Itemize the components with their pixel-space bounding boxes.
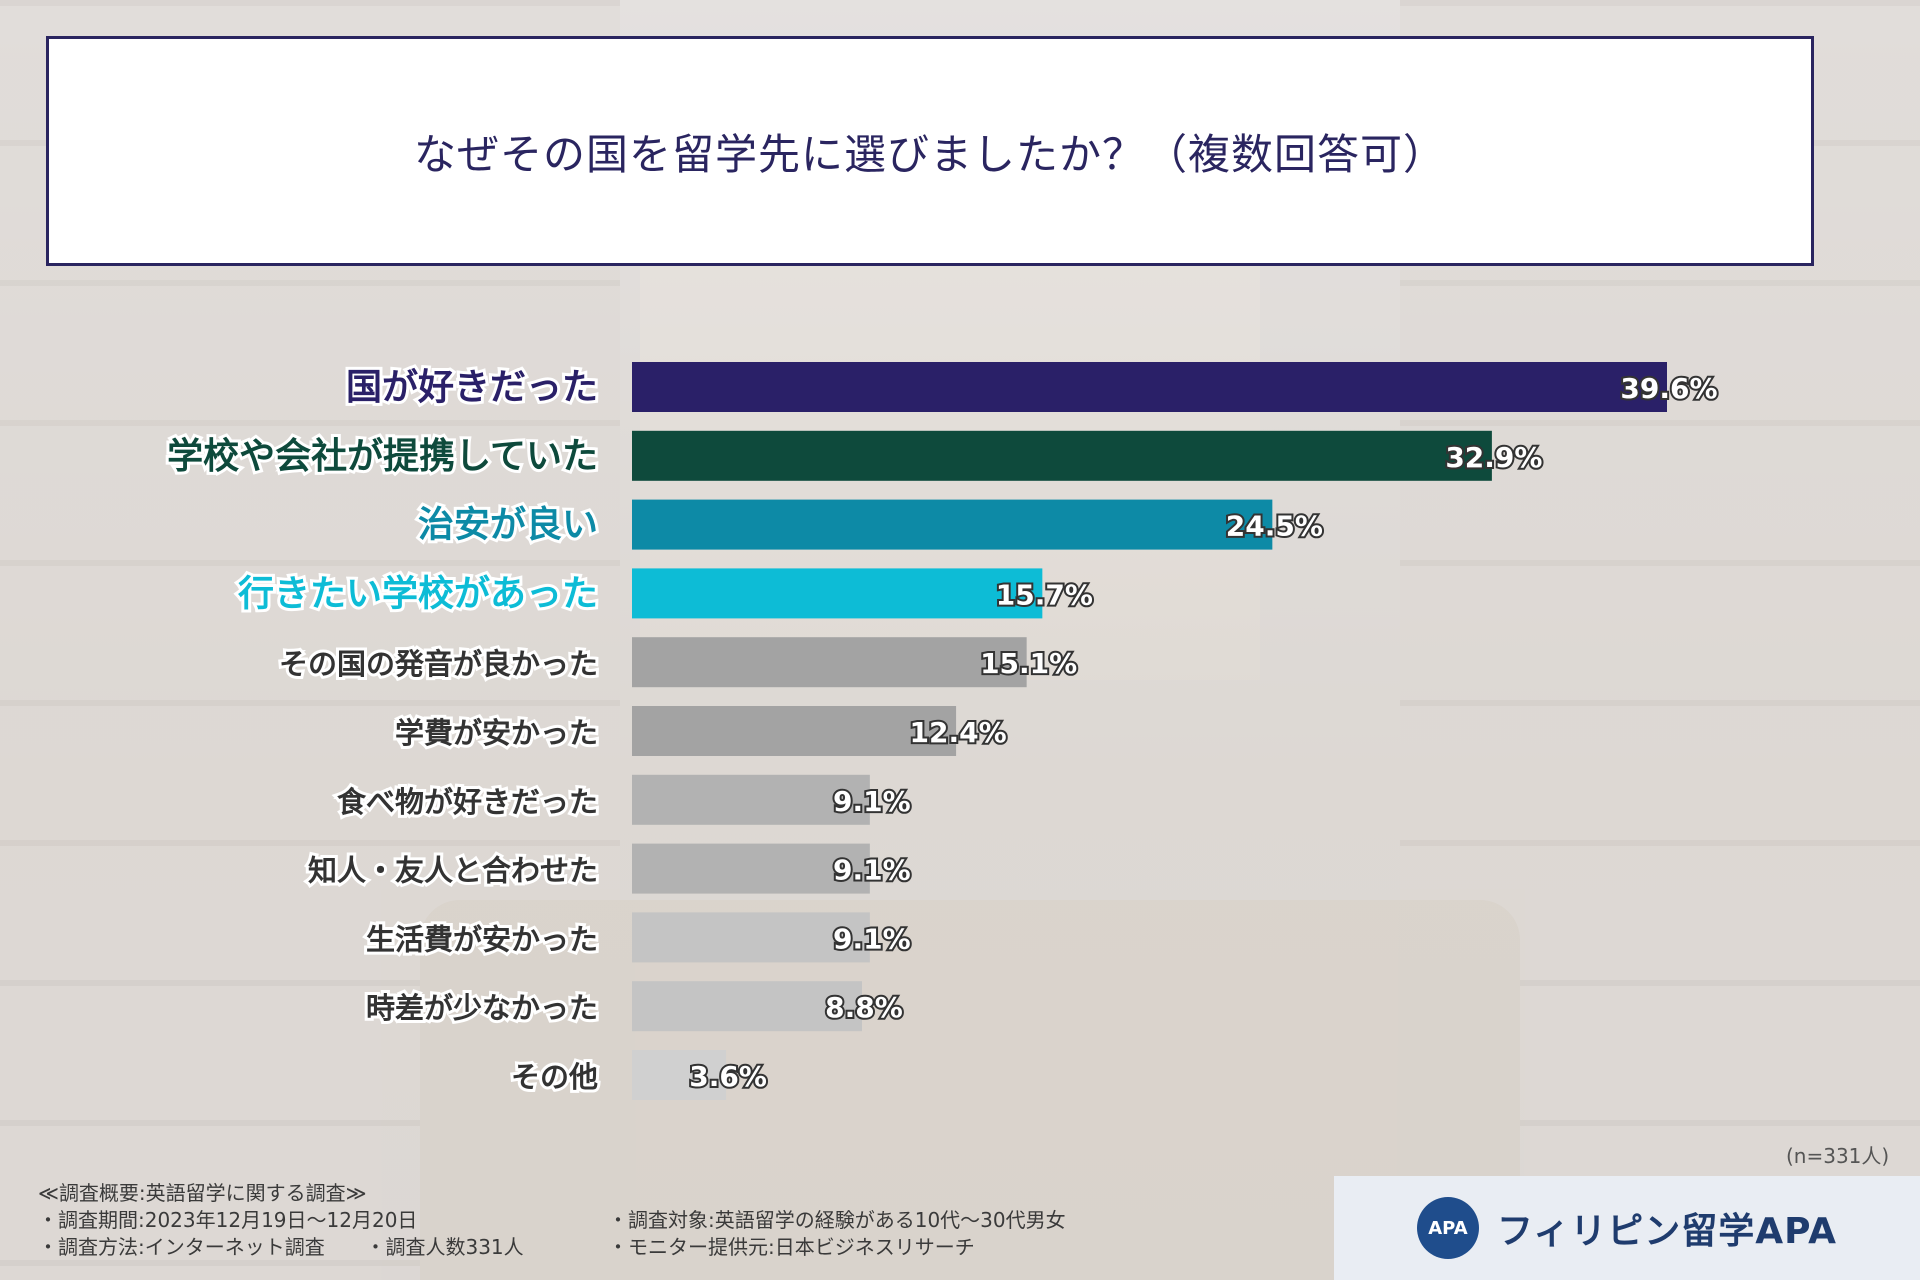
- bar-4: [632, 637, 1027, 688]
- bar-9: [632, 981, 862, 1032]
- brand-logo-icon: APA: [1416, 1197, 1479, 1259]
- value-label-6: 9.1%: [833, 785, 911, 818]
- category-label-6: 食べ物が好きだった: [337, 785, 598, 819]
- notes-count: ・調査人数331人: [365, 1235, 524, 1259]
- category-label-5: 学費が安かった: [395, 716, 598, 750]
- value-label-8: 9.1%: [833, 922, 911, 955]
- category-label-2: 治安が良い: [418, 505, 598, 546]
- bar-6: [632, 774, 870, 825]
- brand-banner: APA フィリピン留学APA: [1334, 1176, 1920, 1280]
- notes-period: ・調査期間:2023年12月19日～12月20日: [38, 1208, 418, 1232]
- notes-heading: ≪調査概要:英語留学に関する調査≫: [38, 1181, 367, 1205]
- bar-5: [632, 706, 957, 756]
- category-label-3: 行きたい学校があった: [238, 572, 598, 614]
- bar-7: [632, 843, 870, 894]
- category-label-1: 学校や会社が提携していた: [167, 435, 598, 477]
- value-label-9: 8.8%: [825, 991, 903, 1024]
- value-label-7: 9.1%: [833, 854, 911, 887]
- value-label-5: 12.4%: [910, 716, 1007, 749]
- sample-size-note: (n=331人): [1786, 1144, 1890, 1168]
- value-label-0: 39.6%: [1620, 372, 1717, 405]
- value-label-10: 3.6%: [689, 1060, 767, 1093]
- value-label-4: 15.1%: [980, 647, 1077, 680]
- bar-0: [632, 362, 1667, 412]
- notes-provider: ・モニター提供元:日本ビジネスリサーチ: [608, 1235, 975, 1259]
- category-label-10: その他: [511, 1060, 598, 1094]
- notes-target: ・調査対象:英語留学の経験がある10代～30代男女: [608, 1208, 1066, 1232]
- category-label-4: その国の発音が良かった: [279, 647, 598, 681]
- category-label-7: 知人・友人と合わせた: [308, 854, 598, 888]
- bar-1: [632, 430, 1492, 481]
- bar-2: [632, 499, 1273, 550]
- notes-method: ・調査方法:インターネット調査: [38, 1235, 325, 1259]
- value-label-3: 15.7%: [996, 578, 1093, 611]
- survey-notes: ≪調査概要:英語留学に関する調査≫ ・調査期間:2023年12月19日～12月2…: [38, 1180, 524, 1261]
- survey-notes-right: ・調査対象:英語留学の経験がある10代～30代男女 ・モニター提供元:日本ビジネ…: [608, 1207, 1066, 1261]
- bar-3: [632, 568, 1043, 619]
- bar-10: [632, 1050, 727, 1100]
- title-box: なぜその国を留学先に選びましたか？（複数回答可）: [46, 36, 1814, 266]
- category-label-0: 国が好きだった: [346, 367, 598, 408]
- value-label-2: 24.5%: [1226, 510, 1323, 543]
- brand-name: フィリピン留学APA: [1496, 1211, 1838, 1252]
- value-label-1: 32.9%: [1445, 441, 1542, 474]
- bar-8: [632, 912, 870, 963]
- category-label-9: 時差が少なかった: [366, 991, 598, 1025]
- chart-title: なぜその国を留学先に選びましたか？（複数回答可）: [413, 129, 1446, 179]
- category-label-8: 生活費が安かった: [366, 922, 598, 956]
